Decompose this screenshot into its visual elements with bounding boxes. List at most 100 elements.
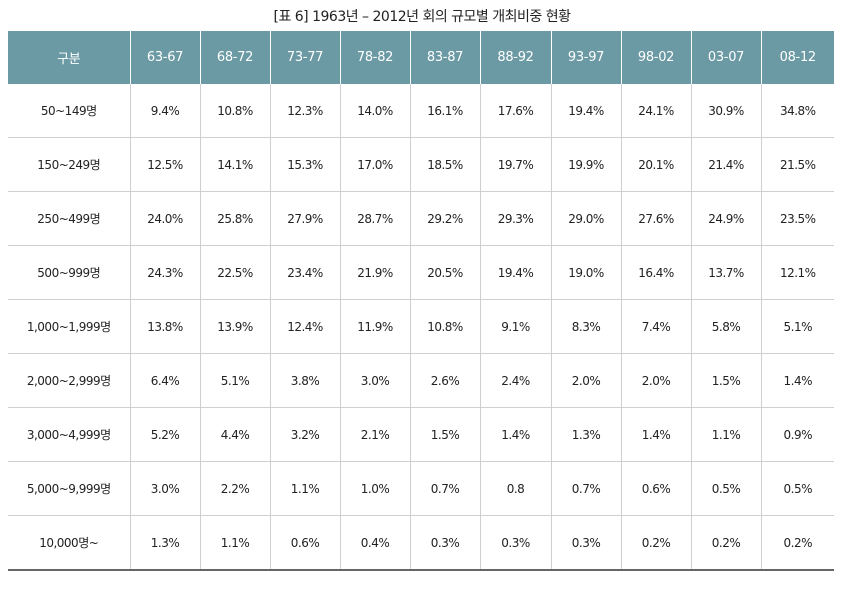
value-cell: 0.9% [760,407,834,462]
header-cell: 63-67 [129,31,200,84]
value-cell: 24.0% [129,191,200,246]
value-cell: 1.4% [620,407,691,462]
value-cell: 30.9% [690,84,761,138]
row-label-cell: 3,000~4,999명 [8,407,130,462]
value-cell: 2.1% [339,407,410,462]
value-cell: 25.8% [199,191,270,246]
row-label-cell: 250~499명 [8,191,130,246]
value-cell: 16.1% [409,84,480,138]
value-cell: 5.2% [129,407,200,462]
value-cell: 20.5% [409,245,480,300]
header-cell: 88-92 [479,31,551,84]
value-cell: 22.5% [199,245,270,300]
value-cell: 0.2% [620,515,691,571]
value-cell: 5.8% [690,299,761,354]
value-cell: 2.4% [479,353,551,408]
row-label-cell: 50~149명 [8,84,130,138]
value-cell: 24.3% [129,245,200,300]
value-cell: 13.7% [690,245,761,300]
value-cell: 0.3% [409,515,480,571]
table-row: 250~499명 24.0% 25.8% 27.9% 28.7% 29.2% 29.3% 29… [8,191,834,246]
value-cell: 3.2% [269,407,340,462]
header-cell: 68-72 [199,31,270,84]
table-row: 50~149명 9.4% 10.8% 12.3% 14.0% 16.1% 17.6% 19.4… [8,84,834,138]
table-row: 10,000명~ 1.3% 1.1% 0.6% 0.4% 0.3% 0.3% 0.3% 0.2%… [8,515,834,571]
value-cell: 1.4% [760,353,834,408]
value-cell: 19.4% [550,84,621,138]
table-row: 3,000~4,999명 5.2% 4.4% 3.2% 2.1% 1.5% 1.4% 1.3%… [8,407,834,462]
value-cell: 17.0% [339,137,410,192]
value-cell: 0.5% [690,461,761,516]
value-cell: 7.4% [620,299,691,354]
value-cell: 2.0% [550,353,621,408]
row-label-cell: 10,000명~ [8,515,130,571]
value-cell: 1.1% [269,461,340,516]
header-cell: 08-12 [760,31,834,84]
value-cell: 16.4% [620,245,691,300]
value-cell: 29.2% [409,191,480,246]
header-cell: 93-97 [550,31,621,84]
meeting-size-share-table: 구분 63-67 68-72 73-77 78-82 83-87 88-92 9… [8,31,834,571]
value-cell: 11.9% [339,299,410,354]
value-cell: 34.8% [760,84,834,138]
value-cell: 1.5% [409,407,480,462]
header-cell: 구분 [8,31,130,84]
table-row: 150~249명 12.5% 14.1% 15.3% 17.0% 18.5% 19.7% 19… [8,137,834,192]
value-cell: 28.7% [339,191,410,246]
value-cell: 21.4% [690,137,761,192]
value-cell: 0.5% [760,461,834,516]
header-cell: 73-77 [269,31,340,84]
value-cell: 5.1% [199,353,270,408]
value-cell: 21.5% [760,137,834,192]
value-cell: 1.1% [199,515,270,571]
value-cell: 18.5% [409,137,480,192]
value-cell: 23.5% [760,191,834,246]
value-cell: 19.0% [550,245,621,300]
value-cell: 20.1% [620,137,691,192]
value-cell: 1.4% [479,407,551,462]
value-cell: 29.3% [479,191,551,246]
row-label-cell: 5,000~9,999명 [8,461,130,516]
header-cell: 78-82 [339,31,410,84]
value-cell: 1.3% [550,407,621,462]
table-body: 50~149명 9.4% 10.8% 12.3% 14.0% 16.1% 17.6% 19.4… [8,84,834,571]
value-cell: 24.1% [620,84,691,138]
value-cell: 27.9% [269,191,340,246]
value-cell: 0.7% [409,461,480,516]
value-cell: 9.4% [129,84,200,138]
value-cell: 9.1% [479,299,551,354]
value-cell: 0.7% [550,461,621,516]
value-cell: 2.0% [620,353,691,408]
value-cell: 0.4% [339,515,410,571]
value-cell: 0.3% [550,515,621,571]
value-cell: 19.4% [479,245,551,300]
header-cell: 98-02 [620,31,691,84]
header-cell: 83-87 [409,31,480,84]
row-label-cell: 1,000~1,999명 [8,299,130,354]
value-cell: 1.0% [339,461,410,516]
value-cell: 21.9% [339,245,410,300]
value-cell: 0.3% [479,515,551,571]
table-row: 2,000~2,999명 6.4% 5.1% 3.8% 3.0% 2.6% 2.4% 2.0%… [8,353,834,408]
value-cell: 13.9% [199,299,270,354]
value-cell: 0.8 [479,461,551,516]
header-row: 구분 63-67 68-72 73-77 78-82 83-87 88-92 9… [8,31,834,84]
value-cell: 14.1% [199,137,270,192]
value-cell: 19.9% [550,137,621,192]
value-cell: 0.6% [269,515,340,571]
value-cell: 19.7% [479,137,551,192]
value-cell: 24.9% [690,191,761,246]
row-label-cell: 150~249명 [8,137,130,192]
value-cell: 12.4% [269,299,340,354]
value-cell: 29.0% [550,191,621,246]
table-caption: [표 6] 1963년 – 2012년 회의 규모별 개최비중 현황 [273,9,571,25]
value-cell: 6.4% [129,353,200,408]
value-cell: 17.6% [479,84,551,138]
value-cell: 10.8% [199,84,270,138]
value-cell: 5.1% [760,299,834,354]
value-cell: 12.3% [269,84,340,138]
value-cell: 10.8% [409,299,480,354]
row-label-cell: 2,000~2,999명 [8,353,130,408]
value-cell: 0.2% [760,515,834,571]
table-row: 1,000~1,999명 13.8% 13.9% 12.4% 11.9% 10.8% 9.1… [8,299,834,354]
